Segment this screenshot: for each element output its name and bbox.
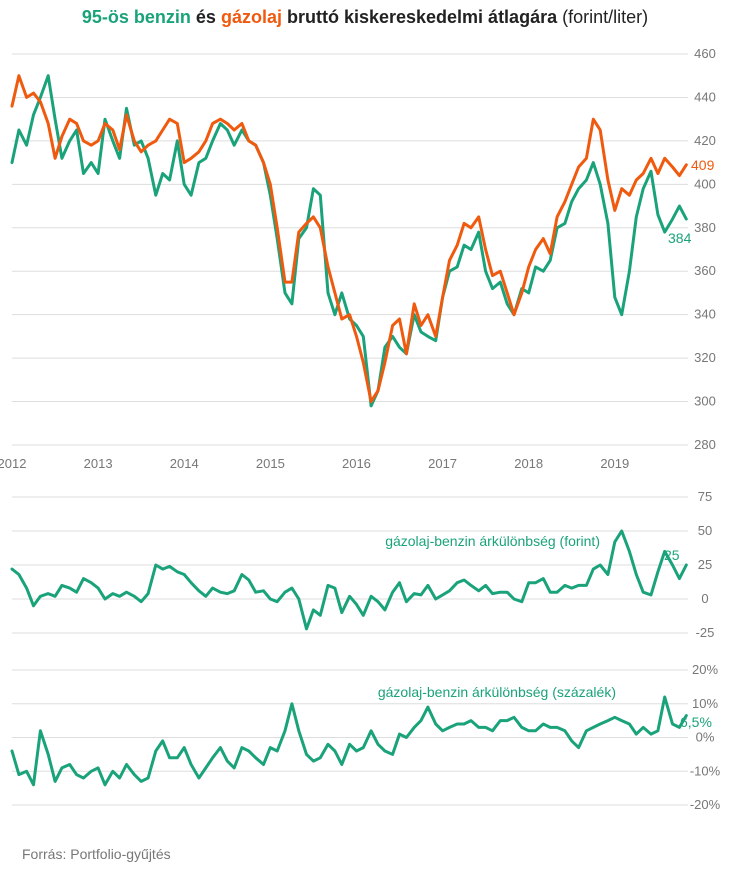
y-tick-label-p1: 420	[694, 133, 716, 148]
y-tick-label-p1: 460	[694, 46, 716, 61]
y-tick-label-p1: 400	[694, 176, 716, 191]
y-tick-label-p3: 10%	[692, 696, 718, 711]
y-tick-label-p1: 360	[694, 263, 716, 278]
source-note: Forrás: Portfolio-gyűjtés	[22, 846, 171, 862]
y-tick-label-p1: 320	[694, 350, 716, 365]
title-main: bruttó kiskereskedelmi átlagára	[281, 7, 558, 27]
title-benzin: 95-ös benzin	[81, 7, 191, 27]
y-tick-label-p3: 0%	[696, 730, 715, 745]
y-tick-label-p3: 20%	[692, 662, 718, 677]
title-unit: (forint/liter)	[557, 7, 649, 27]
panel-title-forint: gázolaj-benzin árkülönbség (forint)	[385, 533, 600, 549]
y-tick-label-p2: 75	[698, 489, 712, 504]
x-tick-label: 2012	[0, 456, 26, 471]
series-line-gazolaj	[10, 74, 688, 404]
y-tick-label-p2: -25	[696, 625, 715, 640]
series-line-diff-szazalek	[10, 695, 688, 787]
end-label-szazalek: 6,5%	[680, 714, 712, 730]
x-tick-label: 2018	[514, 456, 543, 471]
y-tick-label-p1: 380	[694, 220, 716, 235]
x-tick-label: 2014	[170, 456, 199, 471]
y-tick-label-p2: 25	[698, 557, 712, 572]
x-tick-label: 2017	[428, 456, 457, 471]
y-tick-label-p1: 280	[694, 437, 716, 452]
chart-title: 95-ös benzin és gázolaj bruttó kiskeresk…	[0, 7, 730, 28]
y-tick-label-p1: 340	[694, 307, 716, 322]
end-label-gazolaj: 409	[691, 157, 715, 173]
end-label-forint: 25	[664, 547, 680, 563]
series-line-benzin	[10, 74, 688, 408]
end-label-benzin: 384	[668, 230, 692, 246]
y-tick-label-p3: -20%	[690, 797, 721, 812]
y-tick-label-p1: 440	[694, 89, 716, 104]
title-gazolaj: gázolaj	[220, 7, 282, 27]
y-tick-label-p2: 50	[698, 523, 712, 538]
title-es: és	[190, 7, 221, 27]
panel-title-szazalek: gázolaj-benzin árkülönbség (százalék)	[378, 684, 616, 700]
y-tick-label-p3: -10%	[690, 763, 721, 778]
x-tick-label: 2015	[256, 456, 285, 471]
x-tick-label: 2019	[600, 456, 629, 471]
x-tick-label: 2013	[84, 456, 113, 471]
y-tick-label-p1: 300	[694, 394, 716, 409]
y-tick-label-p2: 0	[701, 591, 708, 606]
x-tick-label: 2016	[342, 456, 371, 471]
series-line-diff-forint	[10, 529, 688, 631]
